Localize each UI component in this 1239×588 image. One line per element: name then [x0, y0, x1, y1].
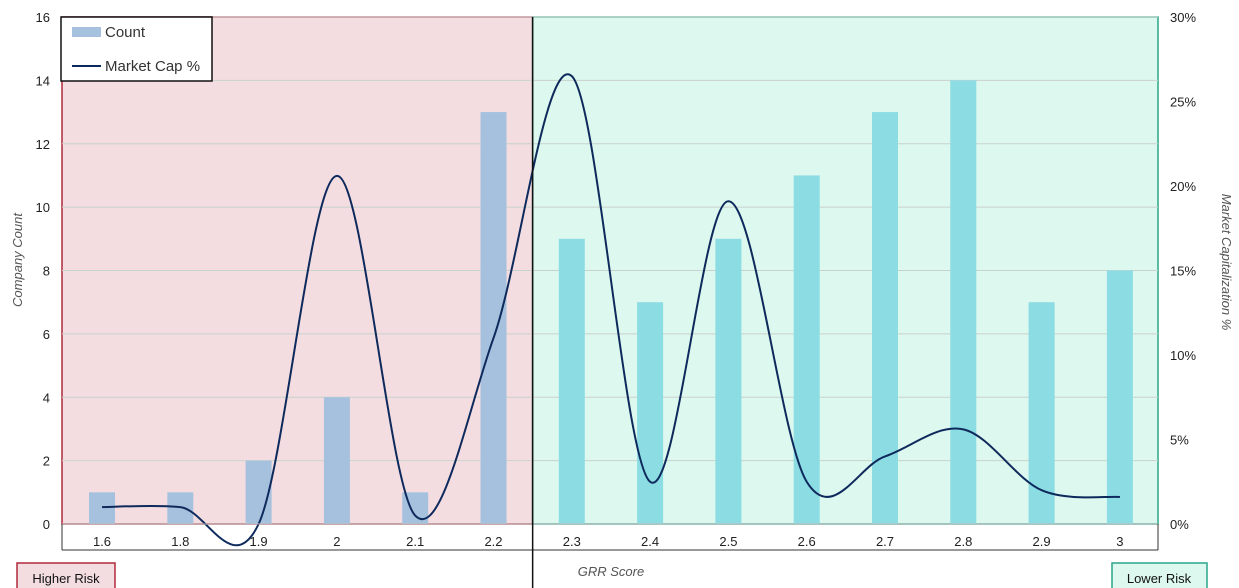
- bar-2.9: [1028, 302, 1055, 524]
- higher-risk-label: Higher Risk: [16, 562, 116, 588]
- bar-2.5: [715, 238, 742, 524]
- bar-2.7: [872, 112, 898, 524]
- y2-axis-title: Market Capitalization %: [1219, 194, 1234, 331]
- x-tick-2: 2: [333, 534, 340, 549]
- y2-tick-25%: 25%: [1170, 95, 1196, 110]
- legend-count-label: Count: [105, 24, 146, 41]
- legend: Count Market Cap %: [60, 16, 213, 82]
- legend-count-swatch: [72, 27, 101, 37]
- y-axis-title: Company Count: [10, 212, 25, 307]
- lower-risk-box: [1111, 562, 1208, 588]
- y-tick-2: 2: [43, 454, 50, 469]
- x-tick-1.6: 1.6: [93, 534, 111, 549]
- x-tick-2.2: 2.2: [484, 534, 502, 549]
- y2-tick-5%: 5%: [1170, 433, 1189, 448]
- y2-tick-30%: 30%: [1170, 10, 1196, 25]
- y-tick-12: 12: [36, 137, 50, 152]
- x-tick-2.6: 2.6: [798, 534, 816, 549]
- y-tick-0: 0: [43, 517, 50, 532]
- higher-risk-text: Higher Risk: [32, 571, 100, 586]
- legend-marketcap-label: Market Cap %: [105, 58, 200, 75]
- x-tick-2.1: 2.1: [406, 534, 424, 549]
- market-cap-line: [101, 73, 1120, 547]
- y-tick-6: 6: [43, 327, 50, 342]
- bar-2.4: [637, 302, 664, 524]
- y-tick-16: 16: [36, 10, 50, 25]
- chart-frame: [61, 17, 1159, 588]
- higher-risk-box: [16, 562, 116, 588]
- x-tick-1.9: 1.9: [250, 534, 268, 549]
- x-axis-title: GRR Score: [578, 564, 644, 579]
- x-tick-2.4: 2.4: [641, 534, 659, 549]
- y2-tick-20%: 20%: [1170, 179, 1196, 194]
- y-tick-14: 14: [36, 73, 50, 88]
- x-tick-2.3: 2.3: [563, 534, 581, 549]
- y2-tick-15%: 15%: [1170, 264, 1196, 279]
- x-tick-2.7: 2.7: [876, 534, 894, 549]
- y-tick-4: 4: [43, 390, 50, 405]
- bar-3: [1106, 270, 1133, 524]
- market-cap-line-layer: [101, 73, 1120, 547]
- lower-risk-text: Lower Risk: [1127, 571, 1192, 586]
- x-tick-3: 3: [1116, 534, 1123, 549]
- lower-risk-label: Lower Risk: [1111, 562, 1208, 588]
- x-tick-2.5: 2.5: [719, 534, 737, 549]
- y2-tick-10%: 10%: [1170, 348, 1196, 363]
- x-tick-2.8: 2.8: [954, 534, 972, 549]
- y-tick-8: 8: [43, 264, 50, 279]
- bars: [89, 80, 1133, 524]
- bar-1.8: [167, 492, 194, 524]
- bar-2.2: [480, 112, 507, 524]
- bar-1.9: [245, 460, 272, 524]
- bar-2.8: [950, 80, 977, 524]
- y-tick-10: 10: [36, 200, 50, 215]
- tick-labels: 1.6 1.8 1.9 2 2.1 2.2 2.3 2.4 2.5 2.6 2.7 2.8 2.9 3 0 2…: [36, 10, 1197, 549]
- bar-2: [323, 397, 350, 524]
- x-tick-1.8: 1.8: [171, 534, 189, 549]
- x-tick-2.9: 2.9: [1033, 534, 1051, 549]
- bar-1.6: [89, 492, 115, 524]
- bar-2.6: [793, 175, 820, 524]
- bar-2.3: [558, 238, 585, 524]
- y2-tick-0%: 0%: [1170, 517, 1189, 532]
